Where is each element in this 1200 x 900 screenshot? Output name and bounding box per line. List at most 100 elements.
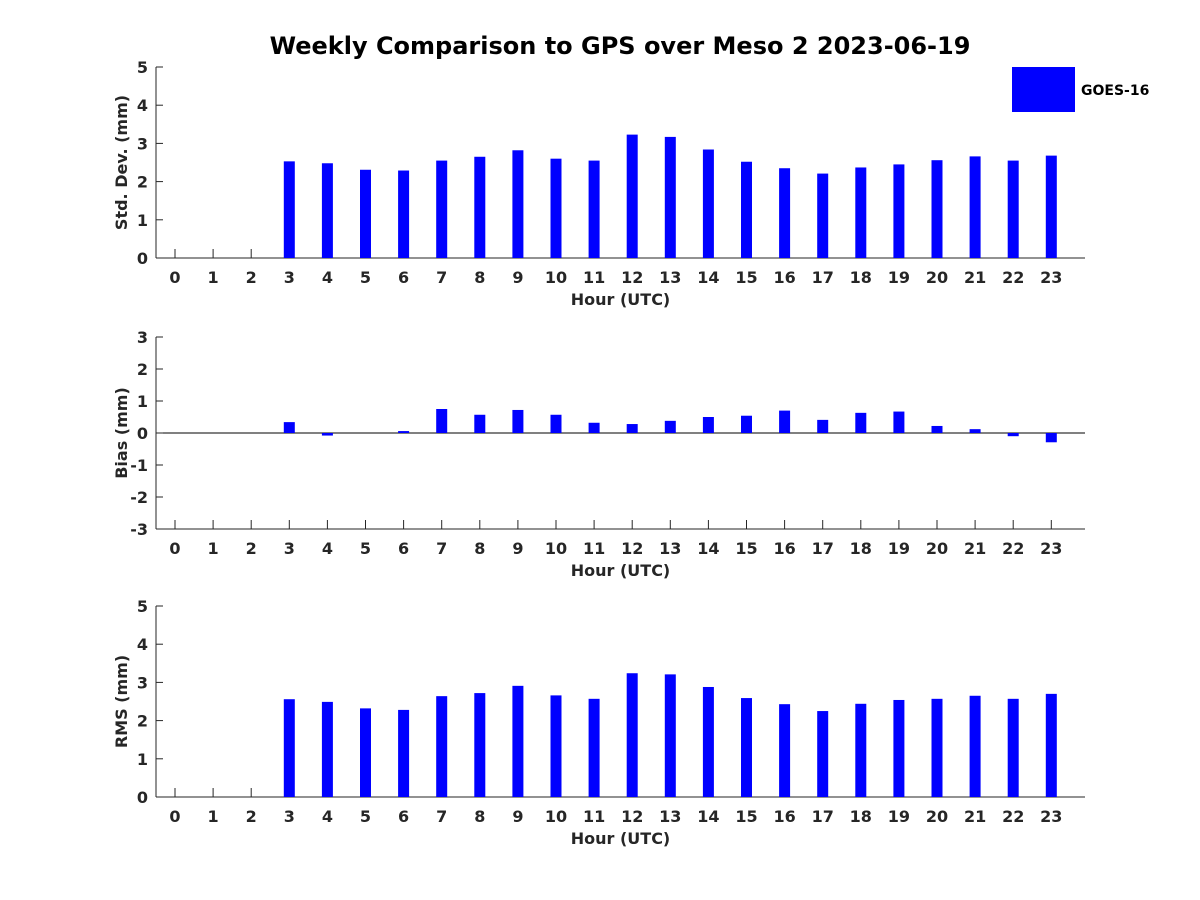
x-tick-label: 11 [583, 539, 605, 558]
bar-hour-13 [664, 674, 676, 797]
x-tick-label: 12 [621, 268, 643, 287]
x-tick-label: 15 [735, 807, 757, 826]
bar-hour-17 [817, 711, 829, 797]
x-tick-label: 16 [773, 268, 795, 287]
bar-hour-15 [741, 698, 752, 797]
bar-hour-9 [512, 685, 524, 797]
x-tick-label: 16 [773, 539, 795, 558]
x-tick-label: 6 [398, 539, 409, 558]
bar-hour-17 [817, 173, 829, 258]
bar-hour-20 [931, 160, 943, 258]
bar-hour-21 [969, 429, 981, 433]
x-tick-label: 18 [850, 807, 872, 826]
bar-hour-5 [360, 169, 371, 258]
y-tick-label: -1 [130, 456, 148, 475]
bar-hour-23 [1045, 693, 1057, 797]
y-tick-label: 4 [137, 96, 148, 115]
bar-hour-9 [512, 150, 524, 258]
bar-hour-18 [855, 703, 867, 797]
x-tick-label: 10 [545, 539, 567, 558]
bar-hour-14 [702, 686, 714, 797]
x-tick-label: 0 [169, 539, 180, 558]
bar-hour-23 [1045, 155, 1057, 258]
x-tick-label: 12 [621, 807, 643, 826]
x-tick-label: 17 [812, 807, 834, 826]
x-tick-label: 8 [474, 807, 485, 826]
x-tick-label: 3 [284, 807, 295, 826]
x-tick-label: 8 [474, 539, 485, 558]
x-axis-label: Hour (UTC) [571, 829, 671, 848]
x-tick-label: 9 [512, 539, 523, 558]
y-tick-label: 2 [137, 173, 148, 192]
y-tick-label: 0 [137, 249, 148, 268]
x-tick-label: 1 [208, 268, 219, 287]
x-axis-label: Hour (UTC) [571, 290, 671, 309]
bar-hour-19 [893, 164, 905, 258]
bar-hour-14 [702, 417, 714, 433]
x-tick-label: 20 [926, 807, 948, 826]
x-tick-label: 13 [659, 539, 681, 558]
bar-hour-9 [512, 409, 524, 433]
bar-hour-6 [398, 170, 410, 258]
x-tick-label: 8 [474, 268, 485, 287]
x-tick-label: 13 [659, 268, 681, 287]
bar-hour-20 [931, 698, 943, 797]
x-tick-label: 3 [284, 539, 295, 558]
x-tick-label: 14 [697, 268, 719, 287]
x-tick-label: 23 [1040, 807, 1062, 826]
bar-hour-10 [550, 414, 562, 433]
bar-hour-16 [779, 168, 791, 258]
x-tick-label: 21 [964, 539, 986, 558]
bar-hour-21 [969, 695, 981, 797]
y-axis-label: RMS (mm) [112, 655, 131, 748]
bar-hour-5 [360, 708, 371, 797]
y-tick-label: 1 [137, 392, 148, 411]
x-tick-label: 0 [169, 807, 180, 826]
y-tick-label: 5 [137, 58, 148, 77]
x-tick-label: 10 [545, 807, 567, 826]
x-tick-label: 4 [322, 268, 333, 287]
bar-hour-8 [474, 693, 486, 797]
bar-hour-16 [779, 410, 791, 433]
bar-hour-3 [283, 422, 295, 433]
x-axis-label: Hour (UTC) [571, 561, 671, 580]
y-tick-label: -3 [130, 520, 148, 539]
bar-hour-4 [321, 433, 333, 436]
x-tick-label: 18 [850, 539, 872, 558]
x-tick-label: 6 [398, 268, 409, 287]
y-tick-label: -2 [130, 488, 148, 507]
bar-hour-20 [931, 425, 943, 433]
x-tick-label: 5 [360, 268, 371, 287]
x-tick-label: 19 [888, 807, 910, 826]
chart-title: Weekly Comparison to GPS over Meso 2 202… [270, 32, 971, 60]
x-tick-label: 22 [1002, 807, 1024, 826]
x-tick-label: 10 [545, 268, 567, 287]
y-axis-label: Std. Dev. (mm) [112, 95, 131, 230]
x-tick-label: 2 [246, 807, 257, 826]
bar-hour-15 [741, 415, 752, 433]
bar-hour-16 [779, 704, 791, 797]
x-tick-label: 1 [208, 539, 219, 558]
legend: GOES-16 [1012, 67, 1149, 112]
legend-swatch-goes-16 [1012, 67, 1075, 112]
x-tick-label: 4 [322, 539, 333, 558]
x-tick-label: 0 [169, 268, 180, 287]
legend-label-goes-16: GOES-16 [1081, 83, 1149, 99]
x-tick-label: 3 [284, 268, 295, 287]
y-tick-label: 1 [137, 211, 148, 230]
x-tick-label: 20 [926, 268, 948, 287]
bar-hour-7 [436, 160, 448, 258]
bar-hour-3 [283, 161, 295, 258]
x-tick-label: 17 [812, 539, 834, 558]
bar-hour-8 [474, 156, 486, 258]
x-tick-label: 12 [621, 539, 643, 558]
bar-hour-3 [283, 699, 295, 797]
y-tick-label: 3 [137, 328, 148, 347]
x-tick-label: 22 [1002, 268, 1024, 287]
bar-hour-10 [550, 695, 562, 797]
y-tick-label: 0 [137, 788, 148, 807]
bar-hour-11 [588, 698, 600, 797]
